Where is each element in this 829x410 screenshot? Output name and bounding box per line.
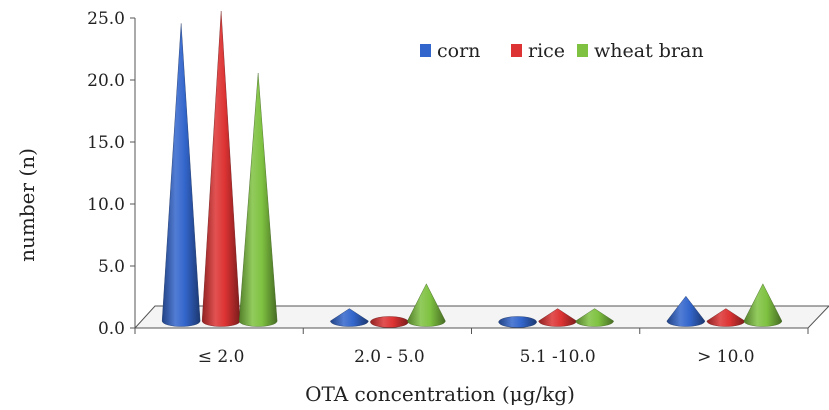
cone-rice: [201, 10, 241, 327]
cone-marks: [161, 10, 783, 328]
cone-corn: [330, 308, 369, 327]
x-category-label: ≤ 2.0: [198, 347, 245, 367]
legend-swatch: [511, 44, 522, 57]
legend-label: corn: [437, 40, 480, 62]
y-tick-label: 5.0: [98, 257, 125, 277]
x-category-label: > 10.0: [697, 347, 755, 367]
x-axis-ticks: ≤ 2.0 2.0 - 5.0 5.1 -10.0 > 10.0: [134, 328, 809, 367]
cone-wheat-bran: [575, 308, 614, 327]
legend-label: rice: [528, 40, 565, 62]
y-tick-label: 15.0: [87, 133, 125, 153]
y-tick-label: 20.0: [87, 71, 125, 91]
x-category-label: 2.0 - 5.0: [354, 347, 425, 367]
y-tick-label: 25.0: [87, 9, 125, 29]
legend: corn rice wheat bran: [420, 40, 704, 62]
cone-wheat-bran: [743, 283, 783, 327]
legend-item: corn: [420, 40, 480, 62]
x-axis-title: OTA concentration (μg/kg): [305, 382, 575, 406]
legend-item: rice: [511, 40, 565, 62]
cone-corn: [498, 316, 537, 328]
legend-label: wheat bran: [594, 40, 704, 62]
legend-item: wheat bran: [577, 40, 704, 62]
cone-corn: [666, 295, 706, 327]
y-tick-label: 10.0: [87, 195, 125, 215]
legend-swatch: [577, 44, 588, 57]
cone-rice: [370, 316, 409, 328]
cone-corn: [161, 23, 201, 327]
legend-swatch: [420, 44, 431, 57]
y-axis-title: number (n): [15, 148, 39, 262]
y-axis-ticks: 0.0 5.0 10.0 15.0 20.0 25.0: [87, 9, 135, 339]
cone-wheat-bran: [407, 283, 446, 327]
x-category-label: 5.1 -10.0: [520, 347, 596, 367]
y-tick-label: 0.0: [98, 319, 125, 339]
cone-wheat-bran: [238, 72, 278, 327]
